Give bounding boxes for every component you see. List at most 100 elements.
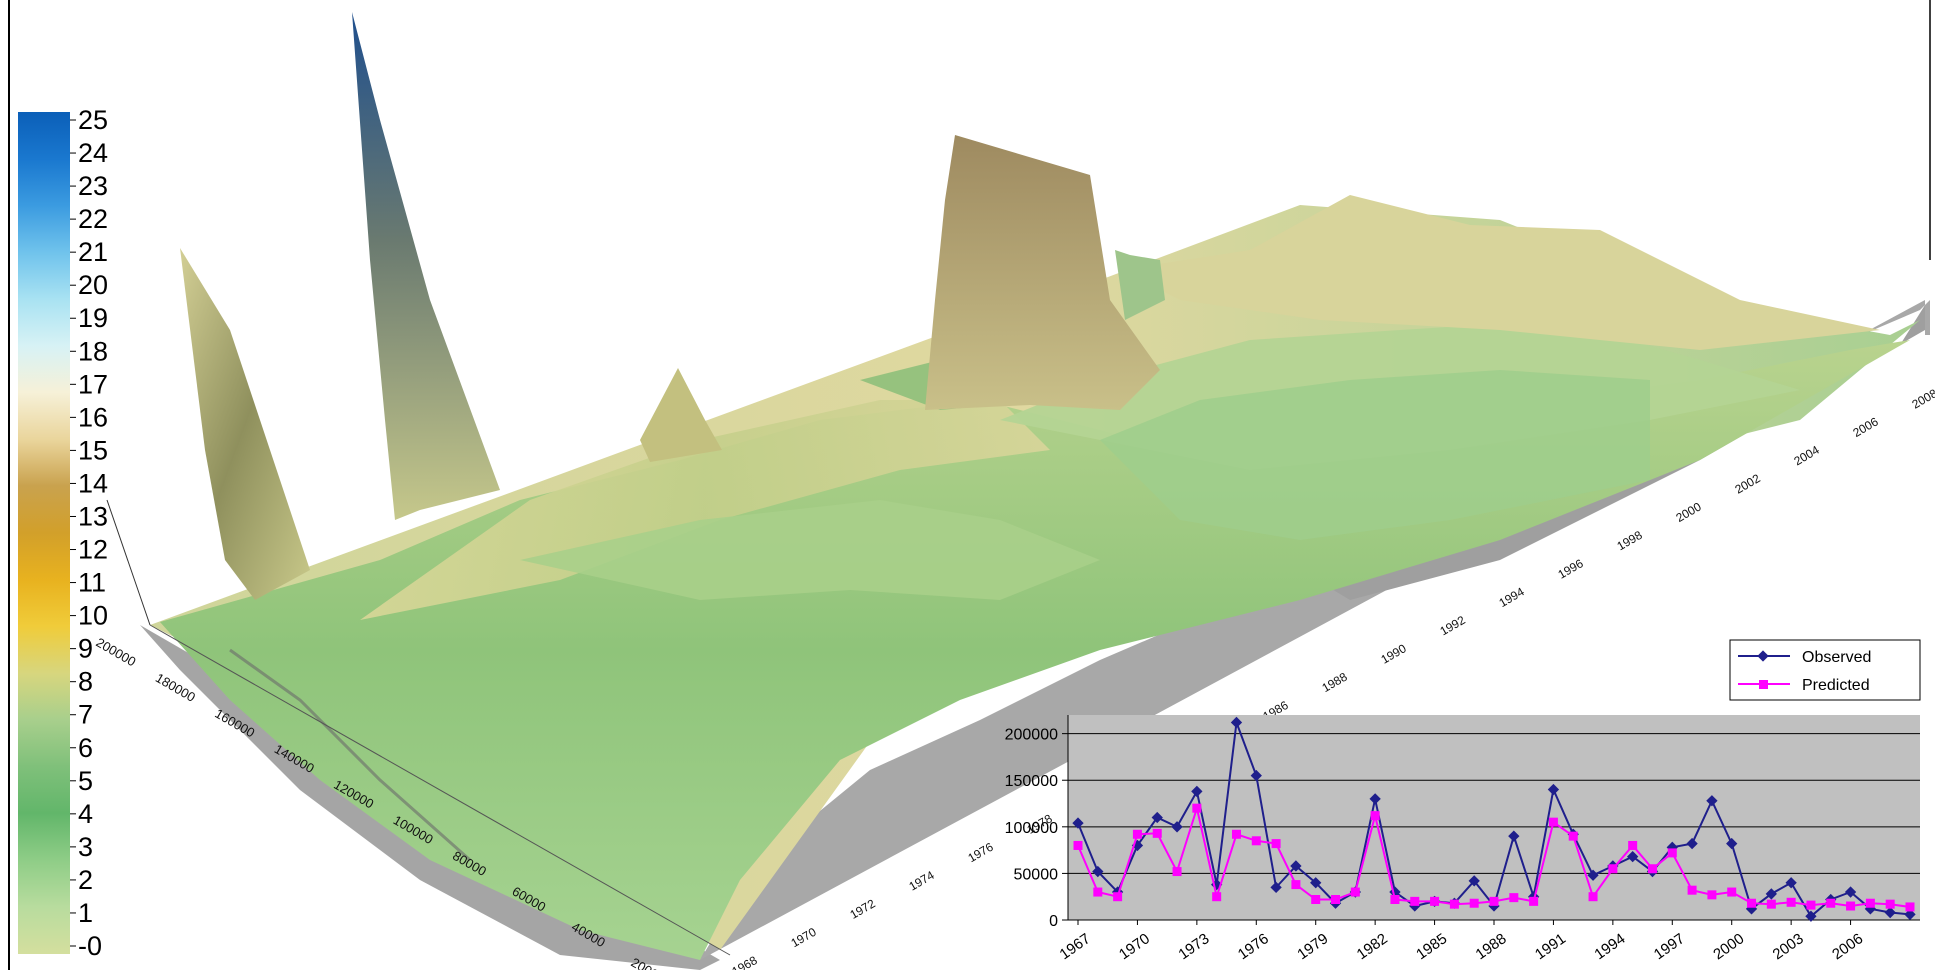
inset-line-chart: 200000 150000 100000 50000 0 1967 1970 1973 197… — [1005, 715, 1920, 963]
data-point-predicted — [1628, 840, 1638, 850]
year-axis-tick-label: 2004 — [1792, 443, 1822, 469]
data-point-predicted — [1093, 887, 1103, 897]
data-point-predicted — [1449, 899, 1459, 909]
data-point-observed — [1508, 830, 1520, 842]
data-point-predicted — [1687, 885, 1697, 895]
inset-x-ticks: 1967 1970 1973 1976 1979 1982 1985 1988 1991 1994… — [1057, 920, 1866, 963]
year-axis-tick-label: 1992 — [1438, 613, 1468, 639]
colorbar-tick-label: 9 — [78, 634, 93, 664]
data-point-observed — [1310, 877, 1322, 889]
year-axis-tick-label: 1990 — [1379, 641, 1409, 667]
year-axis-tick-label: 1994 — [1497, 584, 1527, 610]
z-axis-line — [106, 499, 151, 626]
data-point-predicted — [1707, 890, 1717, 900]
colorbar-tick-label: 24 — [78, 138, 108, 168]
inset-plot-area — [1068, 715, 1920, 920]
inset-x-tick-label: 1976 — [1235, 930, 1272, 963]
colorbar-tick-label: 10 — [78, 601, 108, 631]
surface-spike-4 — [925, 135, 1160, 410]
data-point-observed — [1627, 850, 1639, 863]
data-point-predicted — [1548, 817, 1558, 827]
colorbar-tick-label: 16 — [78, 402, 108, 432]
data-point-predicted — [1905, 902, 1915, 912]
year-axis-tick-label: 2008 — [1910, 386, 1935, 412]
legend-label-predicted: Predicted — [1802, 677, 1870, 694]
data-point-predicted — [1311, 895, 1321, 904]
data-point-predicted — [1291, 880, 1301, 890]
data-point-predicted — [1390, 895, 1400, 904]
data-point-observed — [1092, 865, 1104, 878]
legend: Observed Predicted — [1729, 639, 1921, 701]
colorbar-tick-label: 25 — [78, 105, 108, 135]
inset-x-tick-label: 1991 — [1532, 930, 1569, 963]
data-point-predicted — [1331, 895, 1341, 904]
data-point-predicted — [1747, 898, 1757, 908]
year-axis-tick-label: 1970 — [789, 925, 819, 951]
colorbar: 2524232221201918171615141312111098765432… — [18, 105, 108, 961]
year-axis-tick-label: 1972 — [848, 896, 878, 922]
data-point-predicted — [1509, 893, 1519, 903]
data-point-observed — [1270, 881, 1282, 894]
data-point-predicted — [1806, 900, 1816, 910]
colorbar-tick-label: 1 — [78, 898, 93, 928]
data-point-predicted — [1370, 811, 1380, 821]
colorbar-tick-label: 22 — [78, 204, 108, 234]
data-point-predicted — [1231, 829, 1241, 839]
colorbar-tick-label: 3 — [78, 832, 93, 862]
inset-x-tick-label: 1979 — [1294, 930, 1331, 963]
data-point-predicted — [1192, 803, 1202, 813]
inset-y-tick-label: 100000 — [1005, 820, 1058, 837]
colorbar-tick-label: 5 — [78, 766, 93, 796]
legend-box — [1729, 639, 1921, 701]
data-point-predicted — [1766, 899, 1776, 909]
colorbar-ticks: 2524232221201918171615141312111098765432… — [70, 105, 108, 961]
data-point-predicted — [1667, 848, 1677, 858]
data-point-observed — [1250, 769, 1262, 782]
colorbar-tick-label: 8 — [78, 667, 93, 697]
surface-spike-1 — [180, 248, 310, 600]
data-point-predicted — [1608, 864, 1618, 874]
data-point-observed — [1844, 886, 1857, 898]
inset-y-tick-label: 150000 — [1005, 773, 1058, 790]
inset-x-tick-label: 1970 — [1116, 930, 1153, 963]
data-point-predicted — [1529, 896, 1539, 906]
depth-axis-line — [149, 624, 731, 956]
surface-ridge-4 — [1120, 195, 1880, 350]
inset-x-tick-label: 2000 — [1710, 930, 1747, 963]
inset-x-tick-label: 1988 — [1473, 930, 1510, 963]
inset-y-ticks: 200000 150000 100000 50000 0 — [1005, 727, 1068, 930]
data-point-predicted — [1132, 829, 1142, 839]
inset-x-tick-label: 1982 — [1354, 930, 1391, 963]
data-point-predicted — [1588, 892, 1598, 902]
data-point-predicted — [1251, 836, 1261, 846]
surface-spike-2 — [352, 12, 500, 520]
colorbar-tick-label: 18 — [78, 336, 108, 366]
year-axis-tick-label: 1976 — [966, 840, 996, 866]
surface-ridge-5 — [1100, 370, 1650, 540]
data-point-predicted — [1865, 898, 1875, 908]
colorbar-tick-label: 11 — [78, 568, 106, 598]
data-point-observed — [1904, 908, 1916, 921]
data-point-observed — [1151, 811, 1163, 824]
data-point-observed — [1230, 716, 1243, 729]
data-point-observed — [1805, 910, 1817, 922]
colorbar-tick-label: 13 — [78, 501, 108, 531]
inset-x-tick-label: 1967 — [1057, 930, 1094, 963]
data-point-predicted — [1073, 840, 1083, 850]
inset-x-tick-label: 2003 — [1770, 930, 1807, 963]
legend-marker-predicted — [1759, 680, 1768, 689]
data-point-observed — [1686, 837, 1698, 850]
data-point-observed — [1072, 817, 1084, 829]
data-point-predicted — [1727, 887, 1737, 897]
data-point-observed — [1587, 869, 1599, 881]
colorbar-tick-label: 7 — [78, 700, 93, 730]
data-point-predicted — [1846, 901, 1856, 911]
data-point-predicted — [1350, 887, 1360, 897]
year-axis-tick-label: 1998 — [1615, 528, 1645, 554]
year-axis-tick-label: 1996 — [1556, 556, 1586, 582]
data-point-observed — [1765, 888, 1777, 900]
colorbar-tick-label: 21 — [78, 237, 108, 267]
data-point-predicted — [1152, 828, 1162, 838]
colorbar-tick-label: 12 — [78, 535, 108, 565]
